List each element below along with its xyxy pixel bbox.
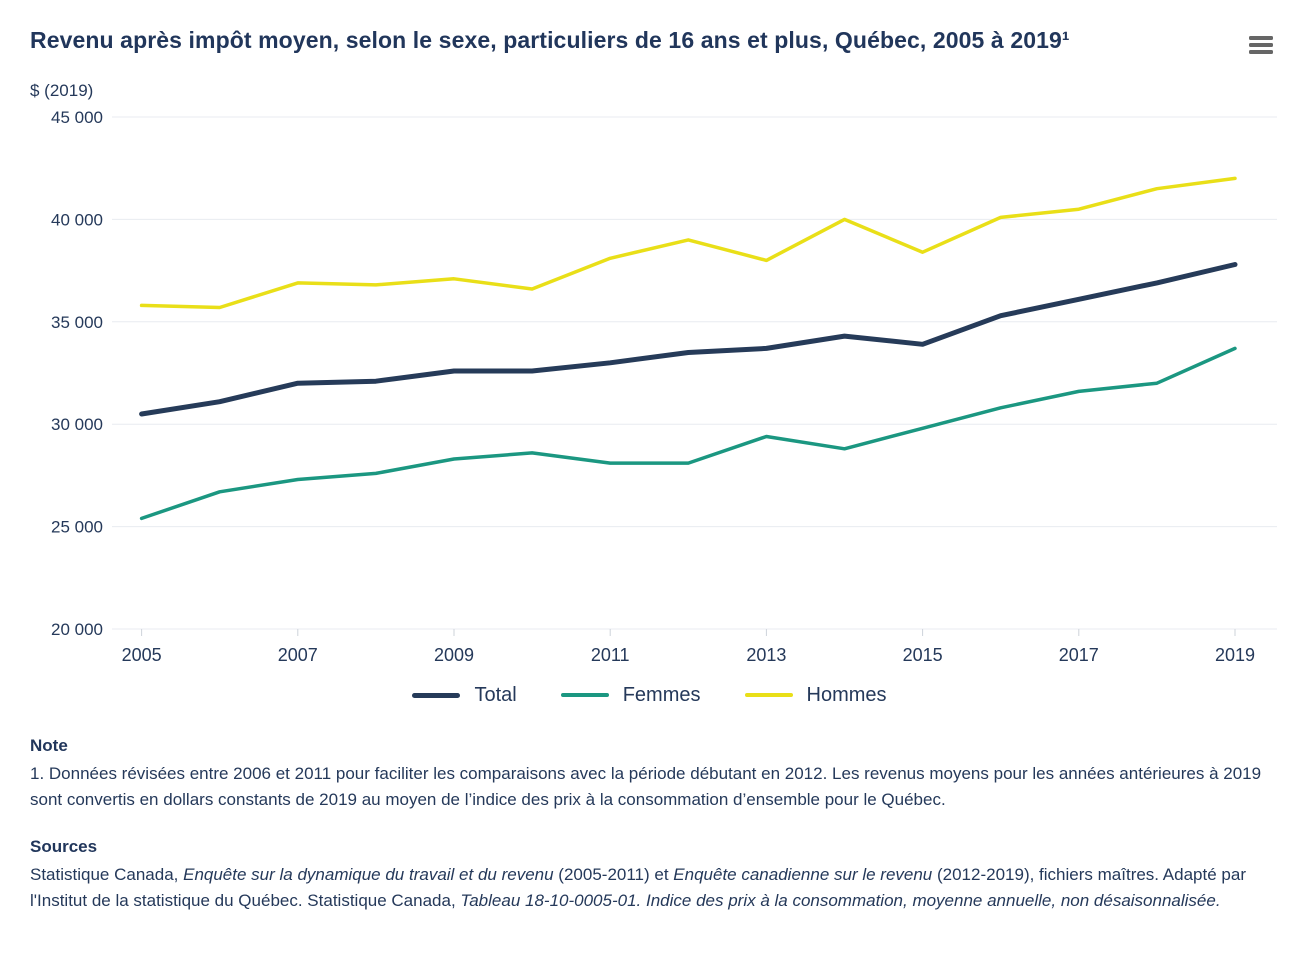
- hamburger-bar: [1249, 36, 1273, 40]
- y-axis-tick-label: 35 000: [51, 313, 103, 332]
- source-title-italic: Enquête sur la dynamique du travail et d…: [183, 865, 554, 885]
- legend-swatch-femmes: [560, 693, 609, 698]
- y-axis-tick-label: 30 000: [51, 415, 103, 434]
- chart-legend: Total Femmes Hommes: [0, 684, 1299, 707]
- x-axis-tick-label: 2007: [278, 645, 318, 665]
- source-text-segment: (2012-2019), fichiers maîtres. Adapté pa…: [30, 865, 1246, 911]
- x-axis-tick-label: 2015: [903, 645, 943, 665]
- context-menu-icon[interactable]: [1249, 36, 1273, 54]
- note-heading: Note: [30, 735, 68, 755]
- y-axis-tick-label: 25 000: [51, 517, 103, 536]
- legend-item-hommes[interactable]: Hommes: [744, 683, 887, 707]
- x-axis-tick-label: 2013: [746, 645, 786, 665]
- legend-item-total[interactable]: Total: [412, 683, 517, 707]
- y-axis-tick-label: 45 000: [51, 108, 103, 127]
- sources-heading: Sources: [30, 836, 98, 856]
- y-axis-tick-label: 20 000: [51, 620, 103, 639]
- sources-text: Statistique Canada, Enquête sur la dynam…: [30, 862, 1269, 915]
- x-axis-tick-label: 2005: [122, 645, 162, 665]
- legend-item-femmes[interactable]: Femmes: [560, 683, 701, 707]
- series-line-total: [139, 261, 1238, 417]
- series-line-hommes: [139, 176, 1237, 309]
- y-axis-unit-label: $ (2019): [30, 80, 94, 100]
- hamburger-bar: [1249, 43, 1273, 47]
- note-text: 1. Données révisées entre 2006 et 2011 p…: [30, 764, 1262, 810]
- x-axis-tick-label: 2011: [591, 645, 630, 665]
- x-axis-tick-label: 2017: [1059, 645, 1099, 665]
- legend-swatch-total: [412, 692, 461, 698]
- series-line-femmes: [139, 346, 1237, 520]
- y-axis-tick-label: 40 000: [51, 210, 103, 229]
- chart-footnotes: Note 1. Données révisées entre 2006 et 2…: [30, 733, 1269, 915]
- legend-label: Femmes: [622, 683, 701, 706]
- chart-title: Revenu après impôt moyen, selon le sexe,…: [30, 27, 1070, 53]
- line-chart: 45 000 40 000 35 000 30 000 25 000 20 000 2005…: [51, 108, 1277, 665]
- legend-label: Hommes: [806, 683, 887, 706]
- source-title-italic: Tableau 18-10-0005-01. Indice des prix à…: [460, 891, 1221, 911]
- legend-swatch-hommes: [744, 693, 793, 698]
- source-title-italic: Enquête canadienne sur le revenu: [673, 865, 933, 885]
- source-text-segment: Statistique Canada,: [30, 865, 184, 885]
- x-axis-tick-label: 2019: [1215, 645, 1255, 665]
- x-axis-tick-label: 2009: [434, 645, 474, 665]
- legend-label: Total: [474, 683, 517, 706]
- chart-header: Revenu après impôt moyen, selon le sexe,…: [0, 0, 1299, 55]
- hamburger-bar: [1249, 50, 1273, 54]
- source-text-segment: (2005-2011) et: [553, 865, 674, 885]
